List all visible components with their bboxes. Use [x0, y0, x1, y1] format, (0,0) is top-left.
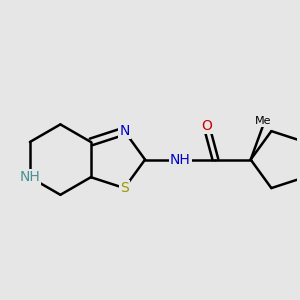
Text: N: N	[119, 124, 130, 138]
Text: NH: NH	[170, 153, 190, 166]
Text: S: S	[120, 181, 129, 195]
Text: NH: NH	[20, 170, 40, 184]
Text: Me: Me	[254, 116, 271, 126]
Text: O: O	[201, 118, 212, 133]
